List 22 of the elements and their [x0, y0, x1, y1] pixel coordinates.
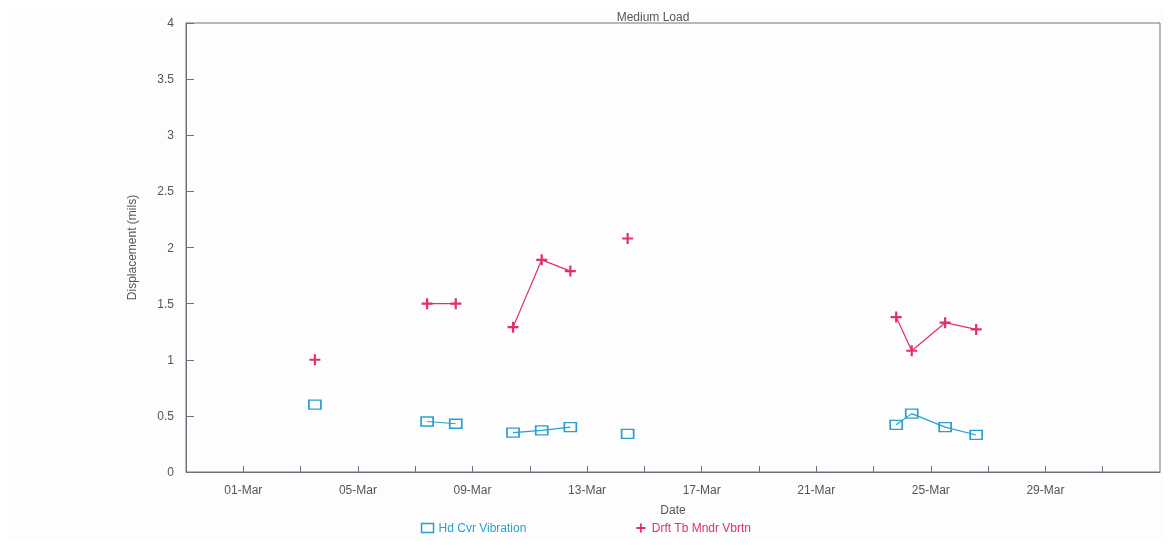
y-tick-label: 2.5 — [157, 184, 175, 199]
y-tick-label: 4 — [167, 16, 175, 30]
x-tick-label: 01-Mar — [224, 483, 263, 497]
x-tick-label: 25-Mar — [911, 483, 950, 497]
y-tick-label: 1.5 — [157, 296, 175, 311]
x-tick-label: 29-Mar — [1026, 483, 1065, 497]
chart-title: Medium Load — [616, 10, 690, 24]
y-tick-label: 1 — [167, 352, 175, 367]
y-tick-label: 0.5 — [157, 408, 175, 423]
legend-label: Hd Cvr Vibration — [438, 521, 527, 535]
x-tick-label: 17-Mar — [682, 483, 721, 497]
x-tick-label: 21-Mar — [797, 483, 836, 497]
x-axis-title: Date — [660, 503, 686, 517]
x-tick-label: 13-Mar — [568, 483, 607, 497]
y-tick-label: 2 — [167, 240, 175, 255]
y-tick-label: 3 — [167, 128, 175, 143]
y-axis-title: Displacement (mils) — [125, 194, 139, 301]
x-tick-label: 09-Mar — [453, 483, 492, 497]
y-tick-label: 0 — [167, 465, 175, 479]
y-tick-label: 3.5 — [157, 72, 175, 87]
x-tick-label: 05-Mar — [338, 483, 377, 497]
legend-label: Drft Tb Mndr Vbrtn — [651, 521, 751, 535]
